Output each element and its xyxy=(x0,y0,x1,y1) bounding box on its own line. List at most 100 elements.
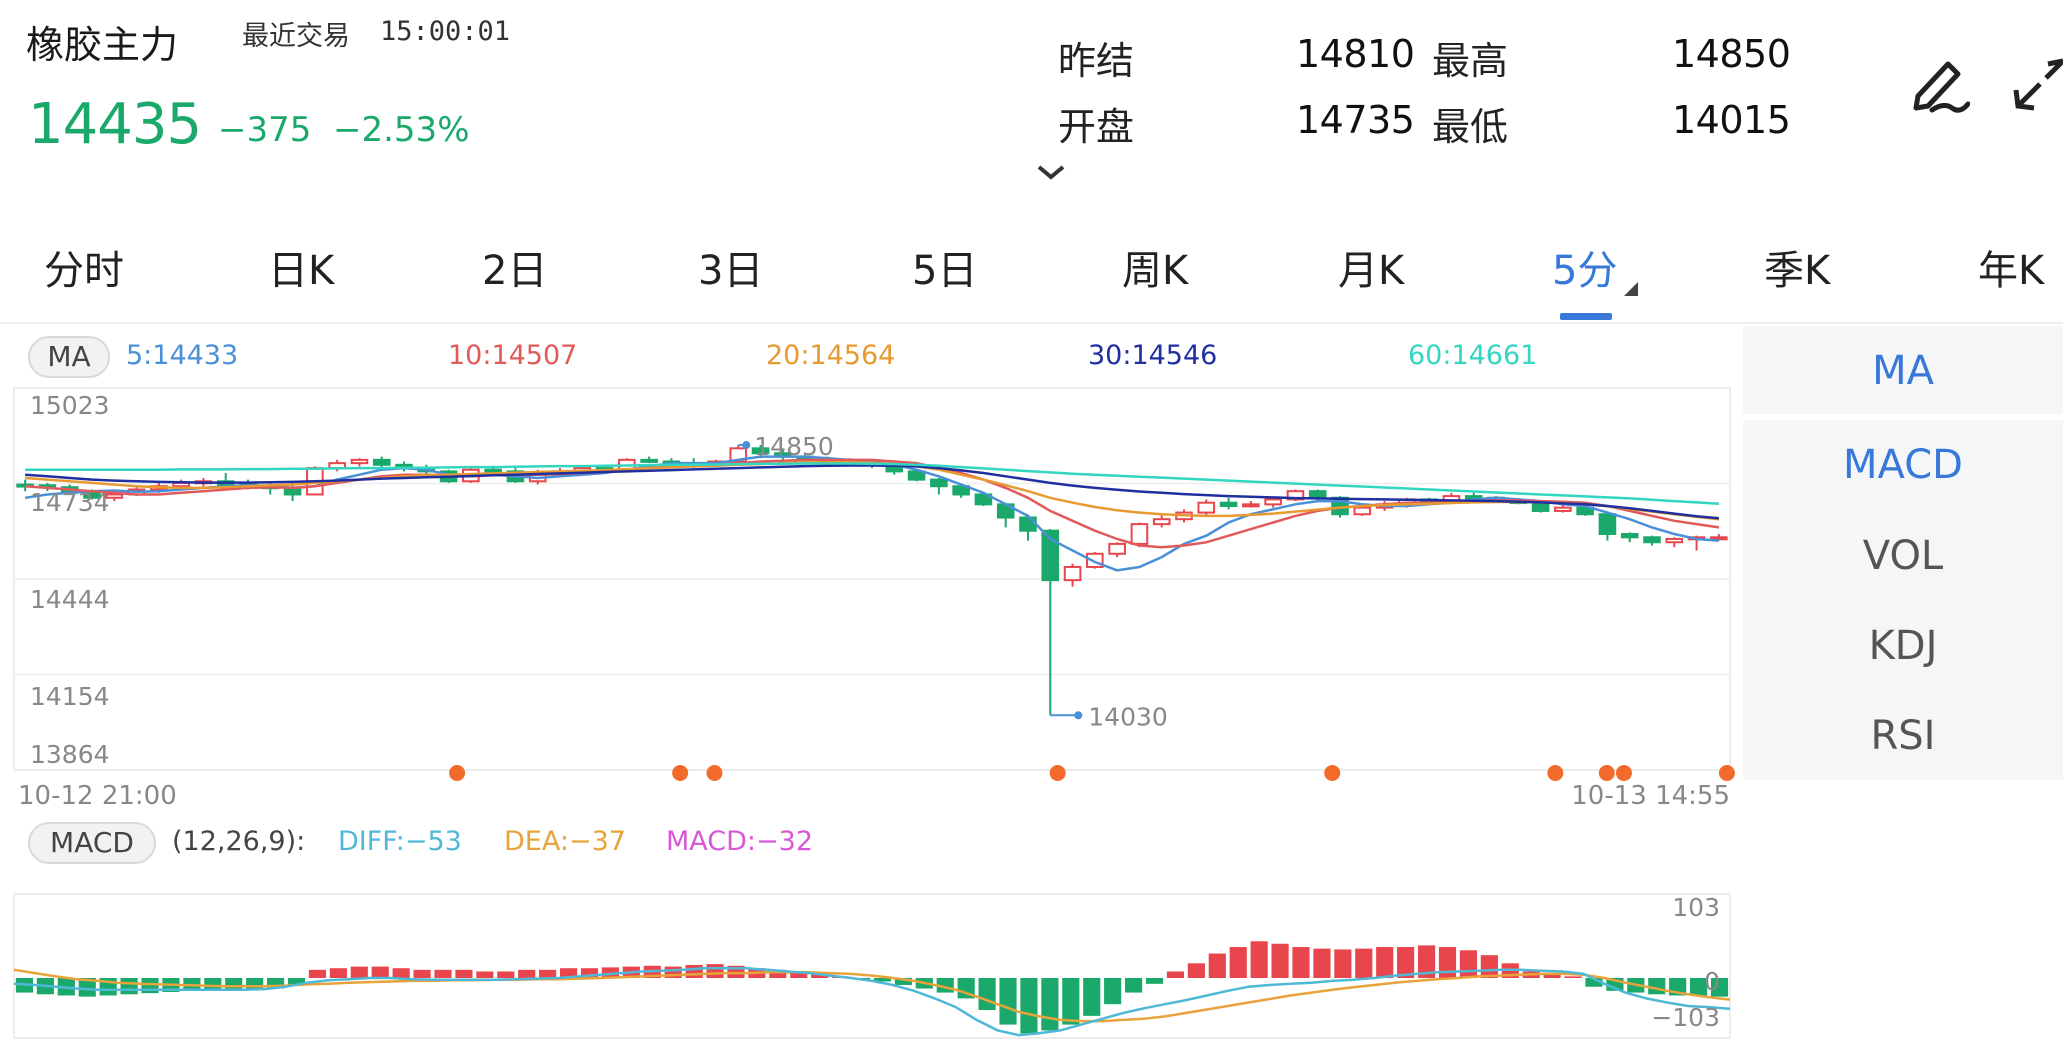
tab-2day[interactable]: 2日 xyxy=(482,248,548,294)
high-label: 最高 xyxy=(1432,39,1509,83)
price-axis-label: 14154 xyxy=(30,682,110,711)
macd-histogram-bar xyxy=(1585,978,1603,987)
candlestick xyxy=(1152,518,1171,526)
chevron-down-icon[interactable] xyxy=(1036,162,1066,182)
macd-histogram-bar xyxy=(1187,963,1205,978)
macd-histogram-bar xyxy=(706,964,724,978)
candlestick-chart[interactable]: 14850 14030 15023 14734 14444 14154 13864… xyxy=(0,380,1743,825)
candlestick xyxy=(1464,495,1483,500)
candlestick xyxy=(1041,529,1060,582)
price-axis-label: 14444 xyxy=(30,585,110,614)
macd-axis-label: −103 xyxy=(1651,1003,1720,1032)
macd-frame xyxy=(13,893,1731,1039)
macd-dea-line xyxy=(13,968,1731,1023)
candlestick xyxy=(1019,516,1037,532)
price-axis-label: 15023 xyxy=(30,391,110,420)
candlestick xyxy=(1219,501,1238,507)
macd-histogram-bar xyxy=(580,968,599,978)
low-value: 14015 xyxy=(1672,98,1791,142)
macd-histogram-bar xyxy=(1334,949,1352,978)
macd-histogram-bar xyxy=(1710,978,1729,997)
last-trade-time: 15:00:01 xyxy=(380,16,511,47)
caret-dropdown-icon[interactable] xyxy=(1624,282,1638,296)
time-axis-end: 10-13 14:55 xyxy=(1571,781,1730,811)
macd-diff-legend: DIFF:−53 xyxy=(338,826,462,857)
macd-histogram-bar xyxy=(329,968,347,978)
open-label: 开盘 xyxy=(1058,105,1135,149)
macd-histogram-bar xyxy=(1438,947,1457,978)
candlestick xyxy=(1286,490,1305,501)
macd-histogram-bar xyxy=(1417,945,1436,978)
macd-histogram-bar xyxy=(664,966,682,978)
candlestick xyxy=(1063,565,1082,582)
macd-histogram-bar xyxy=(790,971,808,978)
tab-5min[interactable]: 5分 xyxy=(1552,248,1618,294)
macd-histogram-bar xyxy=(392,968,410,978)
ma-line-ma60 xyxy=(25,462,1719,505)
macd-histogram-bar xyxy=(1313,948,1331,978)
tab-monthly-k[interactable]: 月K xyxy=(1338,248,1405,294)
macd-histogram-bar xyxy=(1292,947,1310,978)
signal-marker xyxy=(1598,765,1615,781)
macd-histogram-bar xyxy=(434,969,452,978)
ma5-legend: 5:14433 xyxy=(126,340,239,371)
side-item-vol[interactable]: VOL xyxy=(1862,533,1944,579)
signal-marker xyxy=(1718,765,1735,781)
divider xyxy=(0,322,2063,324)
candlestick xyxy=(930,478,948,488)
candlestick xyxy=(1620,533,1639,539)
macd-histogram-bar xyxy=(1250,941,1268,978)
signal-marker xyxy=(1547,765,1564,781)
macd-histogram-bar xyxy=(287,978,306,985)
macd-chart[interactable]: 103 0 −103 xyxy=(0,880,1743,1054)
macd-histogram-bar xyxy=(1271,943,1289,978)
fullscreen-expand-icon[interactable] xyxy=(2010,52,2063,116)
candlestick xyxy=(372,458,391,466)
tab-3day[interactable]: 3日 xyxy=(698,248,764,294)
tab-5day[interactable]: 5日 xyxy=(912,248,978,294)
candlestick xyxy=(1665,537,1684,544)
candlestick xyxy=(1264,498,1282,506)
macd-diff-line xyxy=(13,966,1731,1037)
candlestick xyxy=(1554,506,1572,512)
macd-histogram-bar xyxy=(455,969,473,978)
tab-intraday[interactable]: 分时 xyxy=(44,248,124,294)
side-item-ma[interactable]: MA xyxy=(1872,348,1934,394)
candlestick xyxy=(83,491,101,499)
macd-histogram-bar xyxy=(811,973,829,978)
candlestick xyxy=(105,493,124,499)
macd-histogram-bar xyxy=(1062,978,1080,1025)
instrument-title: 橡胶主力 xyxy=(26,23,179,67)
side-item-kdj[interactable]: KDJ xyxy=(1868,623,1938,669)
ma10-legend: 10:14507 xyxy=(448,340,578,371)
macd-histogram-bar xyxy=(78,978,96,997)
macd-histogram-bar xyxy=(1041,978,1059,1031)
price-change: −375 xyxy=(218,110,312,150)
signal-marker xyxy=(449,765,466,781)
macd-histogram-bar xyxy=(559,968,578,978)
edit-pen-icon[interactable] xyxy=(1910,52,1970,116)
divider xyxy=(1743,414,2063,420)
prev-settle-label: 昨结 xyxy=(1058,39,1135,83)
macd-histogram-bar xyxy=(1543,973,1561,978)
low-annotation: 14030 xyxy=(1088,702,1168,731)
tab-daily-k[interactable]: 日K xyxy=(268,248,335,294)
low-label: 最低 xyxy=(1432,105,1509,149)
tab-quarterly-k[interactable]: 季K xyxy=(1764,248,1831,294)
side-item-rsi[interactable]: RSI xyxy=(1870,713,1936,759)
macd-histogram-bar xyxy=(1104,978,1122,1005)
candlestick xyxy=(640,458,658,463)
side-item-macd[interactable]: MACD xyxy=(1843,442,1963,488)
ma-indicator-pill[interactable]: MA xyxy=(28,336,110,378)
ma30-legend: 30:14546 xyxy=(1088,340,1218,371)
macd-indicator-pill[interactable]: MACD xyxy=(28,822,156,864)
tab-weekly-k[interactable]: 周K xyxy=(1122,248,1189,294)
last-trade-label: 最近交易 xyxy=(242,21,350,52)
macd-histogram-bar xyxy=(1480,955,1498,978)
macd-histogram-bar xyxy=(1690,978,1708,996)
signal-marker xyxy=(1324,765,1341,781)
tab-yearly-k[interactable]: 年K xyxy=(1978,248,2045,294)
time-axis-start: 10-12 21:00 xyxy=(18,781,177,811)
candlestick xyxy=(1353,506,1372,516)
macd-histogram-bar xyxy=(308,969,327,978)
